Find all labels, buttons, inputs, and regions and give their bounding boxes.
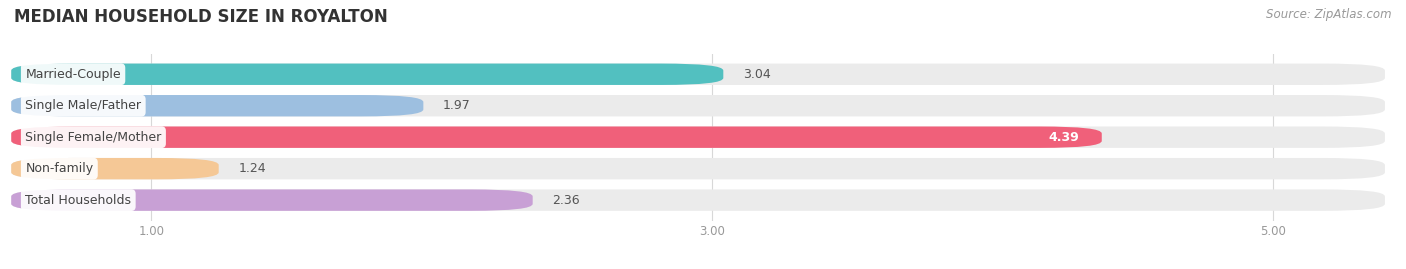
FancyBboxPatch shape xyxy=(11,189,1385,211)
FancyBboxPatch shape xyxy=(11,158,1385,179)
FancyBboxPatch shape xyxy=(11,158,219,179)
Text: 2.36: 2.36 xyxy=(553,194,579,207)
Text: 1.97: 1.97 xyxy=(443,99,471,112)
Text: Non-family: Non-family xyxy=(25,162,93,175)
FancyBboxPatch shape xyxy=(11,95,1385,116)
Text: Married-Couple: Married-Couple xyxy=(25,68,121,81)
Text: Total Households: Total Households xyxy=(25,194,131,207)
Text: 1.24: 1.24 xyxy=(239,162,266,175)
FancyBboxPatch shape xyxy=(11,126,1102,148)
FancyBboxPatch shape xyxy=(11,63,723,85)
Text: Single Male/Father: Single Male/Father xyxy=(25,99,141,112)
FancyBboxPatch shape xyxy=(11,189,533,211)
Text: 3.04: 3.04 xyxy=(742,68,770,81)
FancyBboxPatch shape xyxy=(11,95,423,116)
FancyBboxPatch shape xyxy=(11,63,1385,85)
Text: Source: ZipAtlas.com: Source: ZipAtlas.com xyxy=(1267,8,1392,21)
Text: MEDIAN HOUSEHOLD SIZE IN ROYALTON: MEDIAN HOUSEHOLD SIZE IN ROYALTON xyxy=(14,8,388,26)
Text: 4.39: 4.39 xyxy=(1049,131,1080,144)
Text: Single Female/Mother: Single Female/Mother xyxy=(25,131,162,144)
FancyBboxPatch shape xyxy=(11,126,1385,148)
